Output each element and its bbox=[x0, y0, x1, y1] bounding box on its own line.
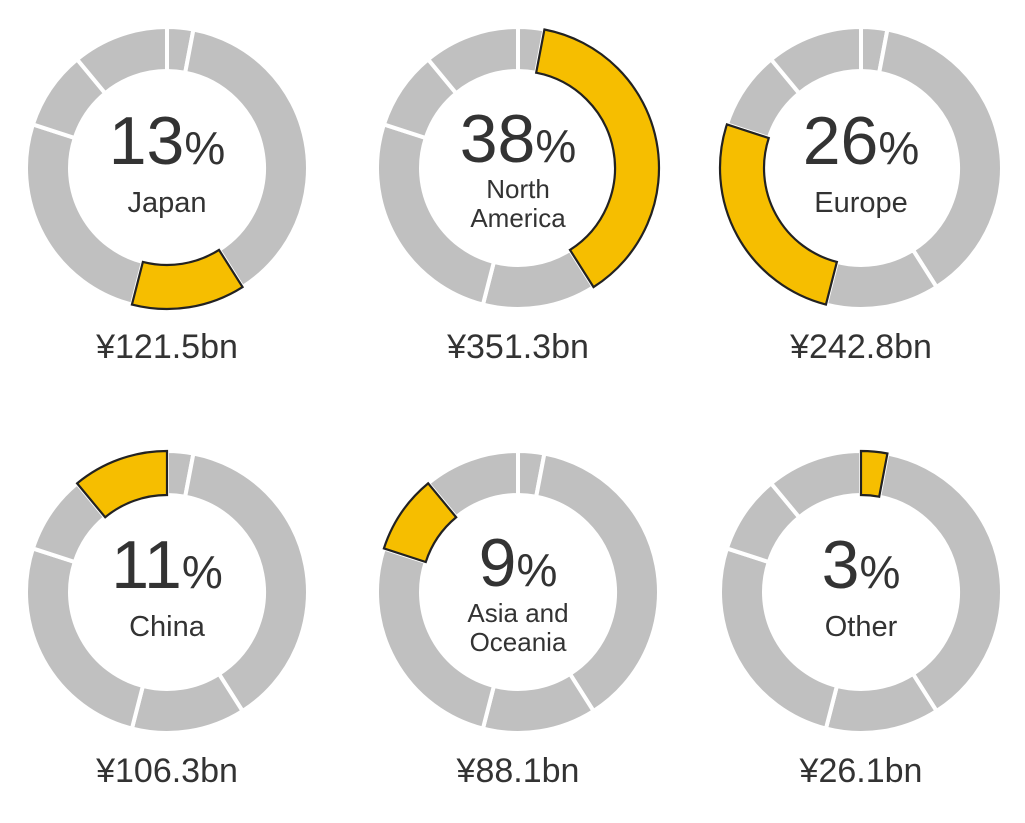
amount-label: ¥26.1bn bbox=[799, 752, 923, 790]
amount-label: ¥121.5bn bbox=[95, 328, 238, 366]
donut-chart-japan: 13% Japan ¥121.5bn bbox=[24, 24, 310, 366]
segment-north-america bbox=[182, 27, 310, 290]
segment-china bbox=[768, 24, 863, 97]
region-label: Japan bbox=[127, 187, 206, 219]
segment-japan bbox=[823, 247, 940, 311]
segment-china bbox=[425, 24, 520, 97]
region-label: China bbox=[129, 611, 206, 643]
highlight-segment-other bbox=[859, 449, 889, 499]
segment-north-america bbox=[876, 27, 1004, 290]
percent-label: 38% bbox=[460, 101, 577, 177]
amount-label: ¥351.3bn bbox=[446, 328, 589, 366]
amount-label: ¥88.1bn bbox=[456, 752, 580, 790]
amount-label: ¥242.8bn bbox=[789, 328, 932, 366]
donut-chart-other: 3% Other ¥26.1bn bbox=[718, 448, 1004, 790]
highlight-segment-europe bbox=[718, 123, 839, 306]
segment-china bbox=[425, 448, 520, 521]
segment-north-america bbox=[876, 451, 1004, 714]
highlight-segment-asia-and-oceania bbox=[382, 481, 458, 564]
region-label: Other bbox=[825, 611, 898, 643]
donut-chart-china: 11% China ¥106.3bn bbox=[24, 448, 310, 790]
percent-label: 26% bbox=[803, 103, 920, 179]
highlight-segment-north-america bbox=[534, 28, 661, 289]
percent-label: 11% bbox=[111, 527, 223, 603]
percent-label: 9% bbox=[479, 525, 558, 601]
amount-label: ¥106.3bn bbox=[95, 752, 238, 790]
segment-europe bbox=[718, 545, 840, 732]
region-label: Asia and bbox=[467, 598, 568, 628]
donut-chart-europe: 26% Europe ¥242.8bn bbox=[718, 24, 1004, 366]
region-label: America bbox=[470, 203, 566, 233]
segment-china bbox=[74, 24, 169, 97]
highlight-segment-japan bbox=[130, 248, 245, 311]
segment-japan bbox=[480, 671, 597, 735]
region-label: North bbox=[486, 174, 550, 204]
segment-north-america bbox=[533, 451, 661, 714]
region-label: Europe bbox=[814, 187, 908, 219]
region-label: Oceania bbox=[470, 627, 567, 657]
percent-label: 3% bbox=[822, 527, 901, 603]
segment-north-america bbox=[182, 451, 310, 714]
segment-japan bbox=[129, 671, 246, 735]
segment-japan bbox=[823, 671, 940, 735]
percent-label: 13% bbox=[109, 103, 226, 179]
highlight-segment-china bbox=[75, 449, 169, 519]
